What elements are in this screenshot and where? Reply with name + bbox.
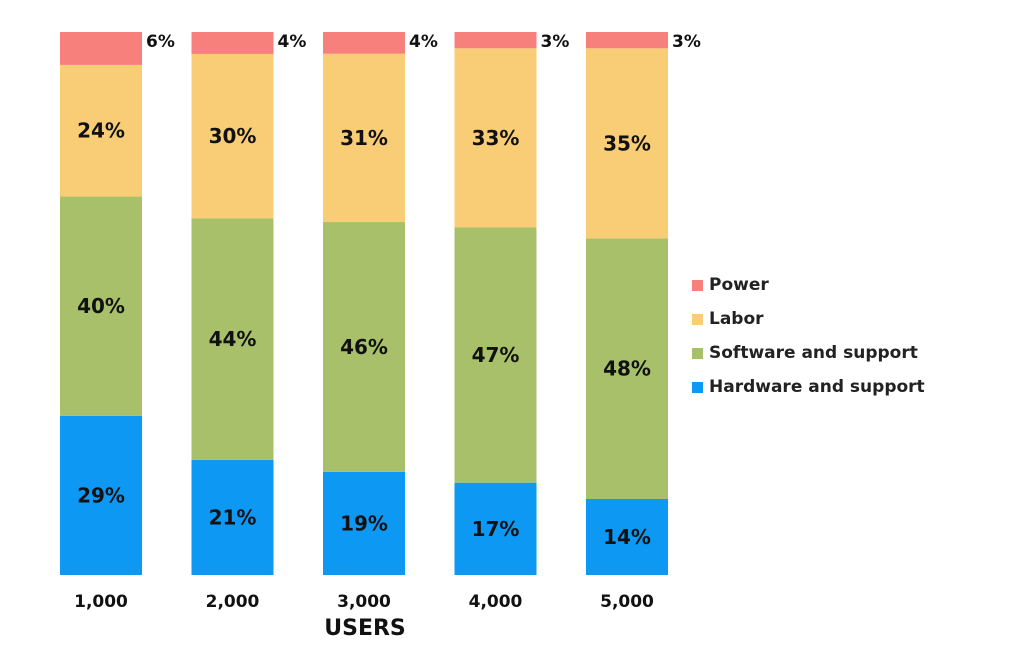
bar-segment-hardware-and-support-2 [191,459,274,575]
bar-segment-power-5 [586,32,668,49]
x-tick-label-5: 5,000 [600,592,654,612]
bar-segment-labor-1 [60,64,142,197]
data-label-hardware-and-support-2: 21% [209,505,257,529]
data-label-hardware-and-support-1: 29% [77,483,125,507]
data-label-power-2: 4% [278,32,307,52]
bar-segment-software-and-support-1 [60,196,142,416]
legend-item-hardware: Hardware and support [692,370,925,404]
bar-segment-software-and-support-2 [191,218,274,460]
data-label-software-and-support-4: 47% [472,343,520,367]
legend: Power Labor Software and support Hardwar… [692,268,925,404]
x-tick-label-1: 1,000 [74,592,128,612]
legend-item-software: Software and support [692,336,925,370]
data-label-power-4: 3% [541,32,570,52]
data-label-power-1: 6% [146,32,175,52]
x-tick-label-3: 3,000 [337,592,391,612]
bar-segment-software-and-support-5 [586,238,668,499]
legend-label-labor: Labor [709,309,764,329]
data-label-software-and-support-3: 46% [340,335,388,359]
bar-segment-power-3 [323,32,405,54]
bar-segment-hardware-and-support-3 [323,471,405,575]
data-label-software-and-support-2: 44% [209,327,257,351]
data-label-labor-3: 31% [340,126,388,150]
data-label-power-3: 4% [409,32,438,52]
legend-swatch-power [692,279,703,291]
legend-label-hardware: Hardware and support [709,377,925,397]
bar-segment-hardware-and-support-1 [60,415,142,575]
bar-segment-hardware-and-support-5 [586,498,668,575]
legend-swatch-hardware [692,381,703,393]
bar-segment-software-and-support-3 [323,222,405,472]
bar-segment-hardware-and-support-4 [454,482,537,575]
x-tick-label-2: 2,000 [206,592,260,612]
data-label-power-5: 3% [672,32,701,52]
bar-segment-labor-5 [586,48,668,239]
data-label-labor-2: 30% [209,124,257,148]
bar-segment-labor-4 [454,48,537,228]
x-tick-label-4: 4,000 [469,592,523,612]
legend-swatch-software [692,347,703,359]
legend-swatch-labor [692,313,703,325]
data-label-software-and-support-1: 40% [77,294,125,318]
bar-segment-labor-2 [191,53,274,219]
data-label-labor-1: 24% [77,119,125,143]
legend-label-power: Power [709,275,769,295]
bar-segment-power-1 [60,32,142,65]
bar-segment-labor-3 [323,53,405,223]
bar-segment-power-2 [191,32,274,54]
legend-label-software: Software and support [709,343,918,363]
data-label-software-and-support-5: 48% [603,357,651,381]
data-label-labor-4: 33% [472,126,520,150]
x-axis-title: USERS [324,616,406,641]
legend-item-power: Power [692,268,925,302]
bar-segment-power-4 [454,32,537,49]
data-label-hardware-and-support-4: 17% [472,517,520,541]
bar-segment-software-and-support-4 [454,227,537,483]
data-label-hardware-and-support-3: 19% [340,511,388,535]
data-label-hardware-and-support-5: 14% [603,525,651,549]
legend-item-labor: Labor [692,302,925,336]
data-label-labor-5: 35% [603,131,651,155]
